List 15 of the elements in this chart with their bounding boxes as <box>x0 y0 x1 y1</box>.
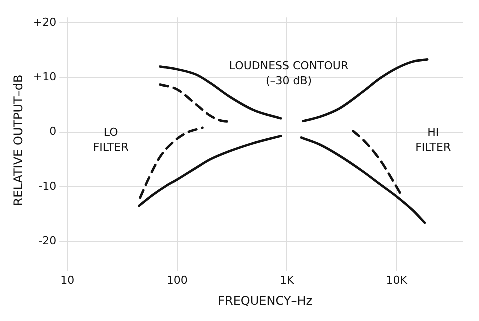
x-axis-title: FREQUENCY–Hz <box>218 294 313 308</box>
annotation: (–30 dB) <box>266 74 312 88</box>
y-tick-label: -10 <box>38 180 57 193</box>
y-tick-label: +20 <box>33 16 57 29</box>
y-tick-label: +10 <box>33 70 57 84</box>
annotation: LOUDNESS CONTOUR <box>229 60 349 73</box>
annotation: LO FILTER <box>93 126 130 154</box>
x-tick-label: 10 <box>60 274 75 287</box>
x-tick-label: 10K <box>386 274 408 287</box>
y-tick-label: 0 <box>50 125 57 138</box>
x-tick-label: 1K <box>280 274 296 287</box>
x-tick-label: 100 <box>166 274 188 287</box>
annotation: HI FILTER <box>416 126 452 154</box>
y-tick-label: -20 <box>38 234 57 248</box>
y-axis-title: RELATIVE OUTPUT–dB <box>11 74 26 206</box>
